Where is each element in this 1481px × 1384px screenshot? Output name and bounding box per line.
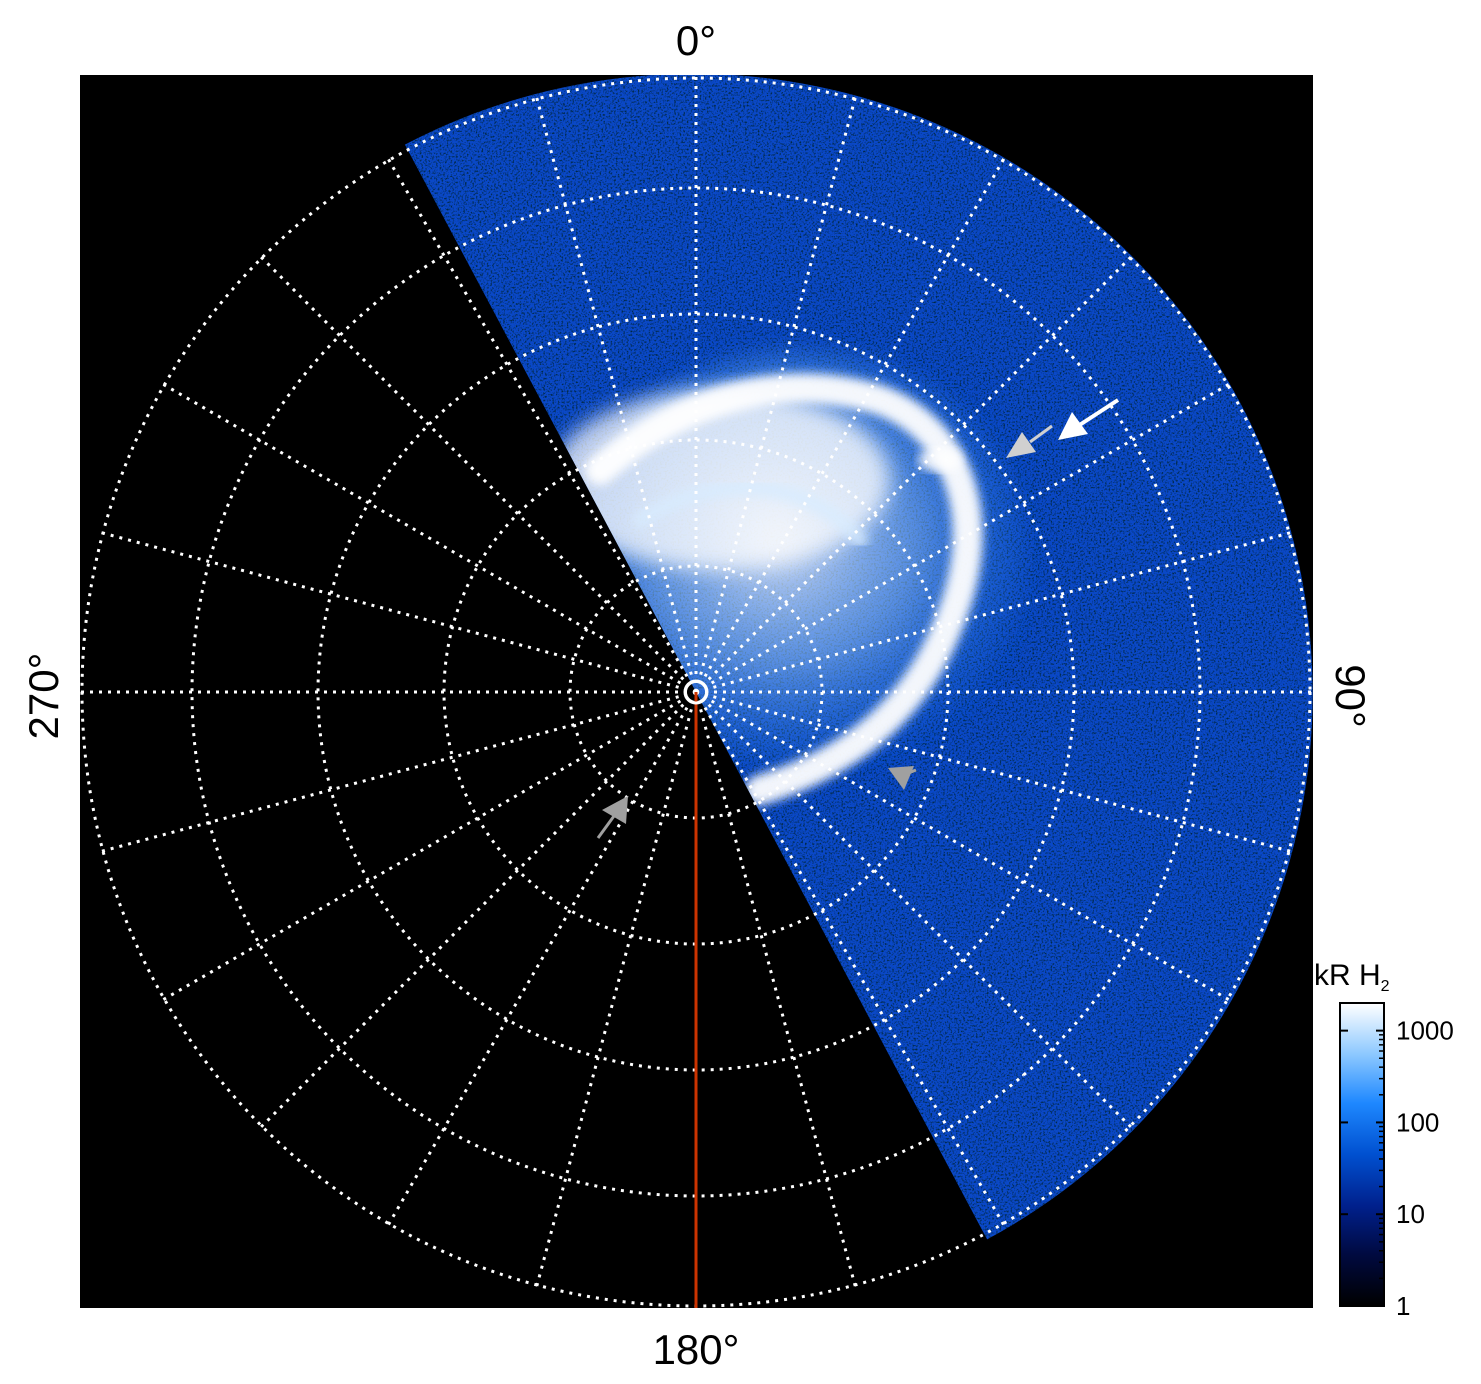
colorbar-tick-label: 10: [1396, 1199, 1425, 1229]
arrow-light-gray: [1006, 424, 1053, 458]
arrow-white: [1058, 398, 1120, 440]
colorbar-tick-label: 100: [1396, 1107, 1439, 1137]
colorbar-title-main: kR H: [1314, 959, 1381, 992]
colorbar: kR H2 1 10 100 1000: [1314, 959, 1454, 1321]
bright-spot: [918, 448, 962, 472]
inner-arc: [632, 480, 868, 548]
colorbar-ticks: 1 10 100 1000: [1340, 1002, 1454, 1321]
colorbar-tick-label: 1: [1396, 1291, 1410, 1321]
arrow-gray-left: [596, 796, 628, 839]
angle-label-bottom: 180°: [653, 1326, 740, 1373]
pole-marker: [683, 679, 709, 705]
angle-label-left: 270°: [20, 653, 67, 740]
arrow-gray-right: [888, 766, 917, 790]
colorbar-title: kR H2: [1314, 959, 1390, 995]
colorbar-tick-label: 1000: [1396, 1016, 1454, 1046]
angle-label-top: 0°: [676, 17, 716, 64]
colorbar-gradient: [1339, 1002, 1385, 1307]
angle-label-right: 90°: [1327, 664, 1374, 728]
colorbar-title-subscript: 2: [1381, 978, 1390, 995]
main-oval-arc: [585, 373, 983, 805]
